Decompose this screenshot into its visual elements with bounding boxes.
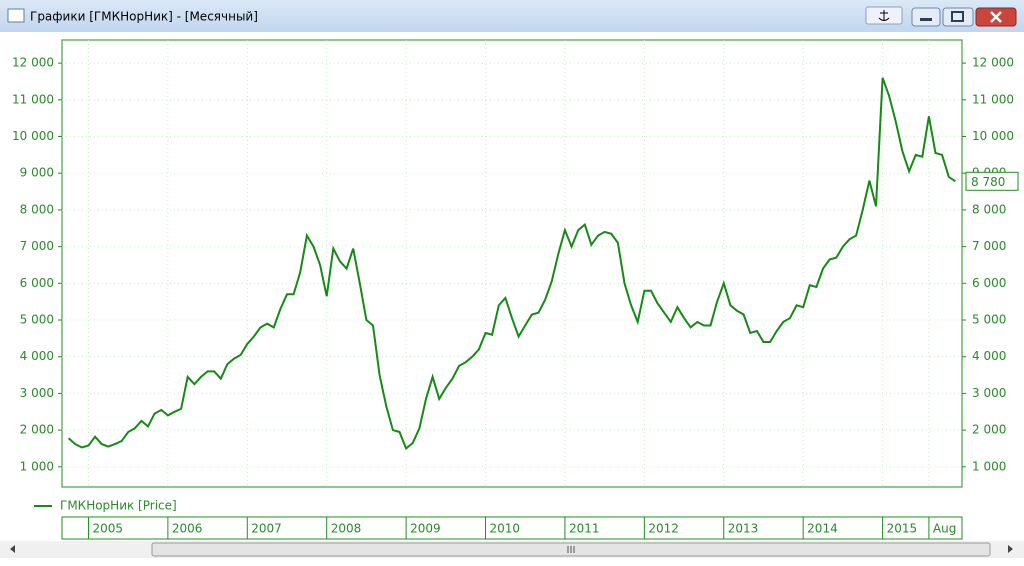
y-tick-label: 12 000 — [12, 56, 54, 70]
x-tick-label: 2012 — [648, 522, 679, 536]
x-tick-label: 2011 — [569, 522, 600, 536]
x-tick-label: 2010 — [490, 522, 521, 536]
legend-label: ГМКНорНик [Price] — [60, 499, 177, 513]
anchor-icon — [878, 10, 890, 21]
y-tick-label: 4 000 — [20, 349, 54, 363]
y-tick-label: 9 000 — [20, 166, 54, 180]
y2-tick-label: 10 000 — [972, 129, 1014, 143]
window-icon — [7, 8, 25, 23]
x-tick-label: 2009 — [410, 522, 441, 536]
last-value-label: 8 780 — [971, 175, 1005, 189]
y2-tick-label: 2 000 — [972, 423, 1006, 437]
x-axis-bar — [61, 516, 963, 540]
y2-tick-label: 8 000 — [972, 202, 1006, 216]
y-tick-label: 1 000 — [20, 459, 54, 473]
y-tick-label: 10 000 — [12, 129, 54, 143]
x-tick-label: Aug — [933, 522, 956, 536]
x-tick-label: 2006 — [172, 522, 203, 536]
y2-tick-label: 5 000 — [972, 313, 1006, 327]
x-tick-label: 2008 — [331, 522, 362, 536]
minimize-button[interactable] — [911, 7, 941, 27]
restore-button[interactable] — [942, 7, 974, 27]
y-tick-label: 11 000 — [12, 92, 54, 106]
x-tick-label: 2015 — [887, 522, 918, 536]
y-tick-label: 6 000 — [20, 276, 54, 290]
y2-tick-label: 12 000 — [972, 56, 1014, 70]
y-tick-label: 3 000 — [20, 386, 54, 400]
y2-tick-label: 4 000 — [972, 349, 1006, 363]
scrollbar-grip — [567, 546, 575, 553]
x-tick-label: 2007 — [251, 522, 282, 536]
y2-tick-label: 3 000 — [972, 386, 1006, 400]
restore-icon — [951, 11, 964, 22]
y-tick-label: 5 000 — [20, 313, 54, 327]
y2-tick-label: 1 000 — [972, 459, 1006, 473]
x-tick-label: 2013 — [728, 522, 759, 536]
x-tick-label: 2014 — [807, 522, 838, 536]
y-tick-label: 2 000 — [20, 423, 54, 437]
y-tick-label: 8 000 — [20, 202, 54, 216]
y2-tick-label: 11 000 — [972, 92, 1014, 106]
plot-frame — [61, 39, 963, 488]
window-title: Графики [ГМКНорНик] - [Месячный] — [30, 10, 258, 24]
price-line — [67, 77, 956, 451]
last-value-box — [965, 171, 1019, 191]
title-bar — [0, 0, 1024, 32]
y2-tick-label: 7 000 — [972, 239, 1006, 253]
x-tick-label: 2005 — [92, 522, 123, 536]
minimize-icon — [920, 18, 932, 21]
close-icon — [990, 11, 1002, 23]
y2-tick-label: 6 000 — [972, 276, 1006, 290]
y-tick-label: 7 000 — [20, 239, 54, 253]
